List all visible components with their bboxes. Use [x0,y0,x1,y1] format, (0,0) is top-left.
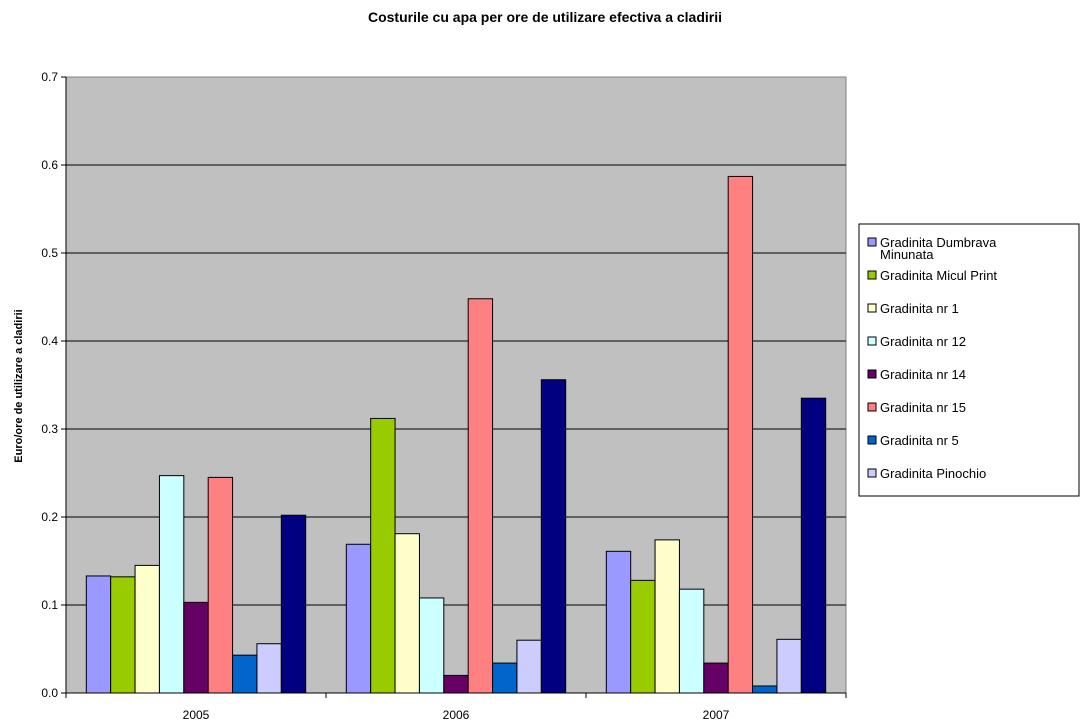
legend-label: Gradinita Pinochio [880,466,986,481]
chart-title: Costurile cu apa per ore de utilizare ef… [368,9,722,25]
bar [232,654,258,694]
legend-label: Gradinita Dumbrava [880,235,997,250]
bar [256,643,282,694]
bar [158,475,185,694]
bar [370,417,396,694]
bar [207,476,234,694]
y-tick-label: 0.6 [41,158,58,172]
legend-swatch [867,435,877,445]
bar [467,298,494,694]
bar [540,379,567,694]
bar [516,639,542,694]
legend-swatch [867,369,877,379]
y-axis-label: Euro/ore de utilizare a cladirii [13,309,25,462]
bar [776,638,802,694]
legend-label: Gradinita nr 14 [880,367,966,382]
legend-label: Gradinita nr 12 [880,334,966,349]
legend-swatch [867,303,877,313]
legend-box [858,223,1080,497]
y-tick-label: 0.2 [41,510,58,524]
bar [654,539,680,694]
bar [85,575,112,694]
bar [605,550,632,694]
legend-swatch [867,237,877,247]
legend-label: Gradinita nr 1 [880,301,959,316]
legend-swatch [867,270,877,280]
x-tick-label: 2007 [703,708,730,722]
plot-area: 0.0 0.1 0.2 0.3 0.4 0.5 0.6 0.7 2005 2006 2007 [41,70,847,722]
bar [394,533,420,694]
plot-background [65,76,847,694]
legend-label: Minunata [880,247,934,262]
bar [678,588,705,694]
y-tick-label: 0.7 [41,70,58,84]
y-tick-label: 0.5 [41,246,58,260]
legend-label: Gradinita nr 15 [880,400,966,415]
legend-label: Gradinita nr 5 [880,433,959,448]
legend-swatch [867,468,877,478]
y-tick-label: 0.3 [41,422,58,436]
bar [345,543,372,694]
y-tick-label: 0.0 [41,686,58,700]
legend-swatch [867,402,877,412]
bar [183,601,209,694]
y-tick-label: 0.1 [41,598,58,612]
x-tick-label: 2006 [443,708,470,722]
bar [630,579,656,694]
x-tick-label: 2005 [183,708,210,722]
bar [727,175,754,694]
bar [134,564,160,694]
bar [110,576,136,694]
bar [752,685,778,694]
bar [418,597,445,694]
legend-swatch [867,336,877,346]
bar [443,674,469,694]
bar [492,662,518,694]
bar [280,514,307,694]
bar [703,662,729,694]
bar [800,397,827,694]
y-tick-label: 0.4 [41,334,58,348]
legend-label: Gradinita Micul Print [880,268,997,283]
